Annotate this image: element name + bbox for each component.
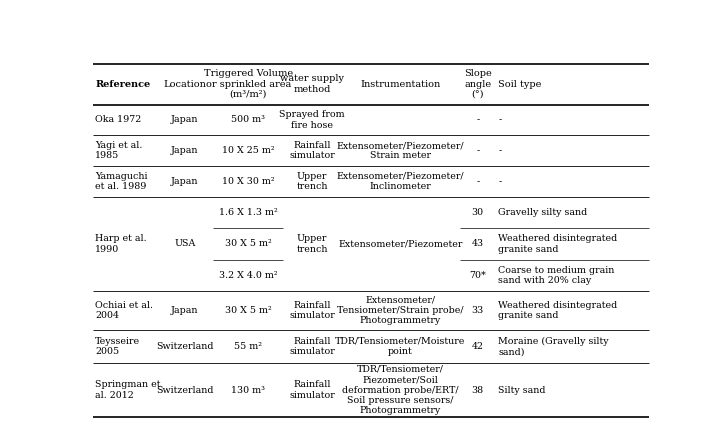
- Text: 130 m³: 130 m³: [231, 385, 265, 395]
- Text: Soil type: Soil type: [498, 79, 542, 88]
- Text: -: -: [476, 115, 479, 124]
- Text: 55 m²: 55 m²: [235, 342, 262, 351]
- Text: 10 X 30 m²: 10 X 30 m²: [222, 177, 274, 186]
- Text: Rainfall
simulator: Rainfall simulator: [290, 337, 335, 356]
- Text: Upper
trench: Upper trench: [296, 172, 328, 191]
- Text: Springman et
al. 2012: Springman et al. 2012: [95, 381, 161, 400]
- Text: Switzerland: Switzerland: [156, 342, 214, 351]
- Text: Extensometer/Piezometer/
Strain meter: Extensometer/Piezometer/ Strain meter: [336, 141, 464, 160]
- Text: 42: 42: [471, 342, 484, 351]
- Text: -: -: [476, 146, 479, 155]
- Text: 38: 38: [471, 385, 484, 395]
- Text: Teysseire
2005: Teysseire 2005: [95, 337, 140, 356]
- Text: 30 X 5 m²: 30 X 5 m²: [225, 239, 271, 248]
- Text: Japan: Japan: [171, 306, 199, 315]
- Text: USA: USA: [174, 239, 196, 248]
- Text: Extensometer/
Tensiometer/Strain probe/
Photogrammetry: Extensometer/ Tensiometer/Strain probe/ …: [337, 296, 464, 325]
- Text: Location: Location: [163, 79, 206, 88]
- Text: Coarse to medium grain
sand with 20% clay: Coarse to medium grain sand with 20% cla…: [498, 266, 614, 285]
- Text: Weathered disintegrated
granite sand: Weathered disintegrated granite sand: [498, 234, 617, 254]
- Text: 10 X 25 m²: 10 X 25 m²: [222, 146, 274, 155]
- Text: Rainfall
simulator: Rainfall simulator: [290, 381, 335, 400]
- Text: 30: 30: [471, 208, 484, 217]
- Text: Silty sand: Silty sand: [498, 385, 546, 395]
- Text: 1.6 X 1.3 m²: 1.6 X 1.3 m²: [219, 208, 278, 217]
- Text: Weathered disintegrated
granite sand: Weathered disintegrated granite sand: [498, 301, 617, 320]
- Text: 30 X 5 m²: 30 X 5 m²: [225, 306, 271, 315]
- Text: TDR/Tensiometer/
Piezometer/Soil
deformation probe/ERT/
Soil pressure sensors/
P: TDR/Tensiometer/ Piezometer/Soil deforma…: [342, 365, 458, 415]
- Text: water supply
method: water supply method: [280, 74, 344, 94]
- Text: Switzerland: Switzerland: [156, 385, 214, 395]
- Text: Instrumentation: Instrumentation: [360, 79, 440, 88]
- Text: Yamaguchi
et al. 1989: Yamaguchi et al. 1989: [95, 172, 148, 191]
- Text: Extensometer/Piezometer: Extensometer/Piezometer: [338, 239, 462, 248]
- Text: Extensometer/Piezometer/
Inclinometer: Extensometer/Piezometer/ Inclinometer: [336, 172, 464, 191]
- Text: Japan: Japan: [171, 115, 199, 124]
- Text: 43: 43: [471, 239, 484, 248]
- Text: Triggered Volume
or sprinkled area
(m³/m²): Triggered Volume or sprinkled area (m³/m…: [204, 69, 293, 99]
- Text: Gravelly silty sand: Gravelly silty sand: [498, 208, 588, 217]
- Text: Rainfall
simulator: Rainfall simulator: [290, 141, 335, 160]
- Text: Ochiai et al.
2004: Ochiai et al. 2004: [95, 301, 153, 320]
- Text: 500 m³: 500 m³: [231, 115, 265, 124]
- Text: Slope
angle
(°): Slope angle (°): [464, 69, 492, 99]
- Text: Oka 1972: Oka 1972: [95, 115, 142, 124]
- Text: -: -: [498, 146, 501, 155]
- Text: -: -: [476, 177, 479, 186]
- Text: Reference: Reference: [95, 79, 150, 88]
- Text: 3.2 X 4.0 m²: 3.2 X 4.0 m²: [219, 271, 278, 280]
- Text: 70*: 70*: [469, 271, 486, 280]
- Text: Harp et al.
1990: Harp et al. 1990: [95, 234, 147, 254]
- Text: -: -: [498, 115, 501, 124]
- Text: Rainfall
simulator: Rainfall simulator: [290, 301, 335, 320]
- Text: Japan: Japan: [171, 146, 199, 155]
- Text: -: -: [498, 177, 501, 186]
- Text: 33: 33: [471, 306, 484, 315]
- Text: Yagi et al.
1985: Yagi et al. 1985: [95, 141, 143, 160]
- Text: Upper
trench: Upper trench: [296, 234, 328, 254]
- Text: TDR/Tensiometer/Moisture
point: TDR/Tensiometer/Moisture point: [335, 337, 466, 356]
- Text: Moraine (Gravelly silty
sand): Moraine (Gravelly silty sand): [498, 337, 609, 356]
- Text: Sprayed from
fire hose: Sprayed from fire hose: [279, 110, 345, 130]
- Text: Japan: Japan: [171, 177, 199, 186]
